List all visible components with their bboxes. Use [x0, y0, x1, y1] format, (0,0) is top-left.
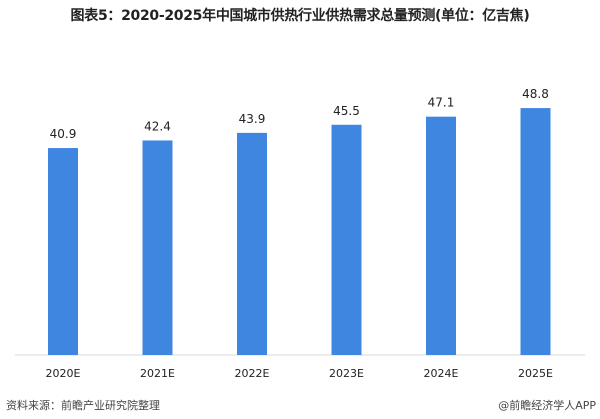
x-tick-label: 2023E [329, 367, 364, 380]
data-label: 43.9 [239, 112, 266, 126]
data-label: 40.9 [50, 127, 77, 141]
bar-2024E [426, 116, 456, 355]
x-tick-label: 2024E [424, 367, 459, 380]
bar-2020E [48, 148, 78, 355]
x-tick-label: 2025E [518, 367, 553, 380]
x-tick-label: 2021E [140, 367, 175, 380]
bar-2022E [237, 132, 267, 355]
bar-2025E [520, 108, 551, 356]
credit-note: @前瞻经济学人APP [498, 399, 596, 412]
data-label: 45.5 [333, 104, 360, 118]
data-label: 42.4 [144, 119, 171, 133]
bar-2023E [331, 124, 362, 356]
data-label: 47.1 [428, 96, 455, 110]
source-note: 资料来源：前瞻产业研究院整理 [6, 399, 160, 412]
data-label: 48.8 [522, 87, 549, 101]
x-tick-label: 2022E [235, 367, 270, 380]
chart-title: 图表5：2020-2025年中国城市供热行业供热需求总量预测(单位：亿吉焦) [70, 8, 530, 24]
bar-2021E [142, 140, 173, 355]
x-tick-label: 2020E [46, 367, 81, 380]
